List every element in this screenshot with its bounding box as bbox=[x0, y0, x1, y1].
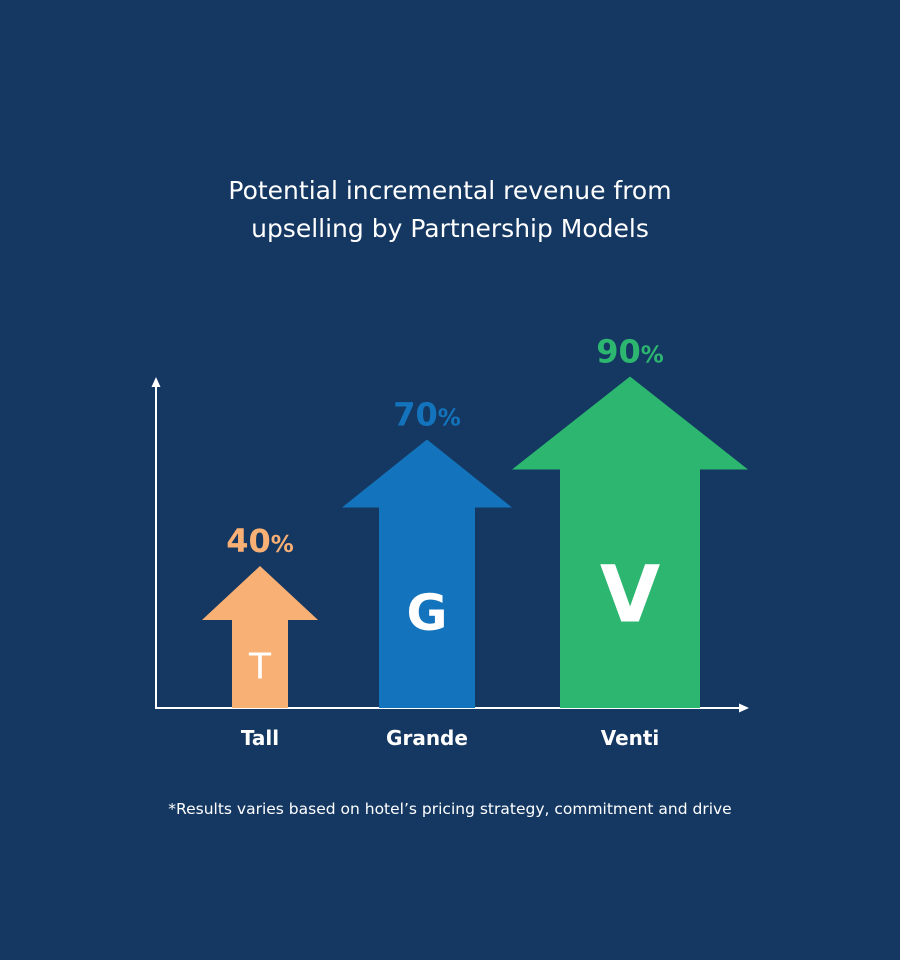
y-axis-arrowhead bbox=[151, 377, 161, 387]
chart-title-line-2: upselling by Partnership Models bbox=[251, 214, 649, 243]
bar-arrow-tall bbox=[202, 566, 318, 708]
y-axis bbox=[151, 377, 161, 708]
category-label-venti: Venti bbox=[601, 726, 660, 750]
value-label-tall: 40% bbox=[226, 522, 294, 560]
category-label-tall: Tall bbox=[241, 726, 279, 750]
chart-title: Potential incremental revenue from upsel… bbox=[0, 172, 900, 248]
bar-arrow-grande bbox=[342, 439, 512, 708]
value-label-venti: 90% bbox=[596, 333, 664, 371]
arrow-letter-tall: T bbox=[248, 647, 272, 688]
arrow-letter-venti: V bbox=[600, 551, 660, 641]
chart-title-line-1: Potential incremental revenue from bbox=[228, 176, 672, 205]
category-label-grande: Grande bbox=[386, 726, 468, 750]
x-axis-arrowhead bbox=[739, 703, 749, 713]
bar-arrow-venti bbox=[512, 376, 748, 708]
arrow-letter-grande: G bbox=[406, 584, 447, 642]
footnote: *Results varies based on hotel’s pricing… bbox=[168, 800, 732, 818]
value-label-grande: 70% bbox=[393, 396, 461, 434]
chart-marks: T 40% Tall G 70% Grande V 90% Venti bbox=[202, 333, 748, 750]
